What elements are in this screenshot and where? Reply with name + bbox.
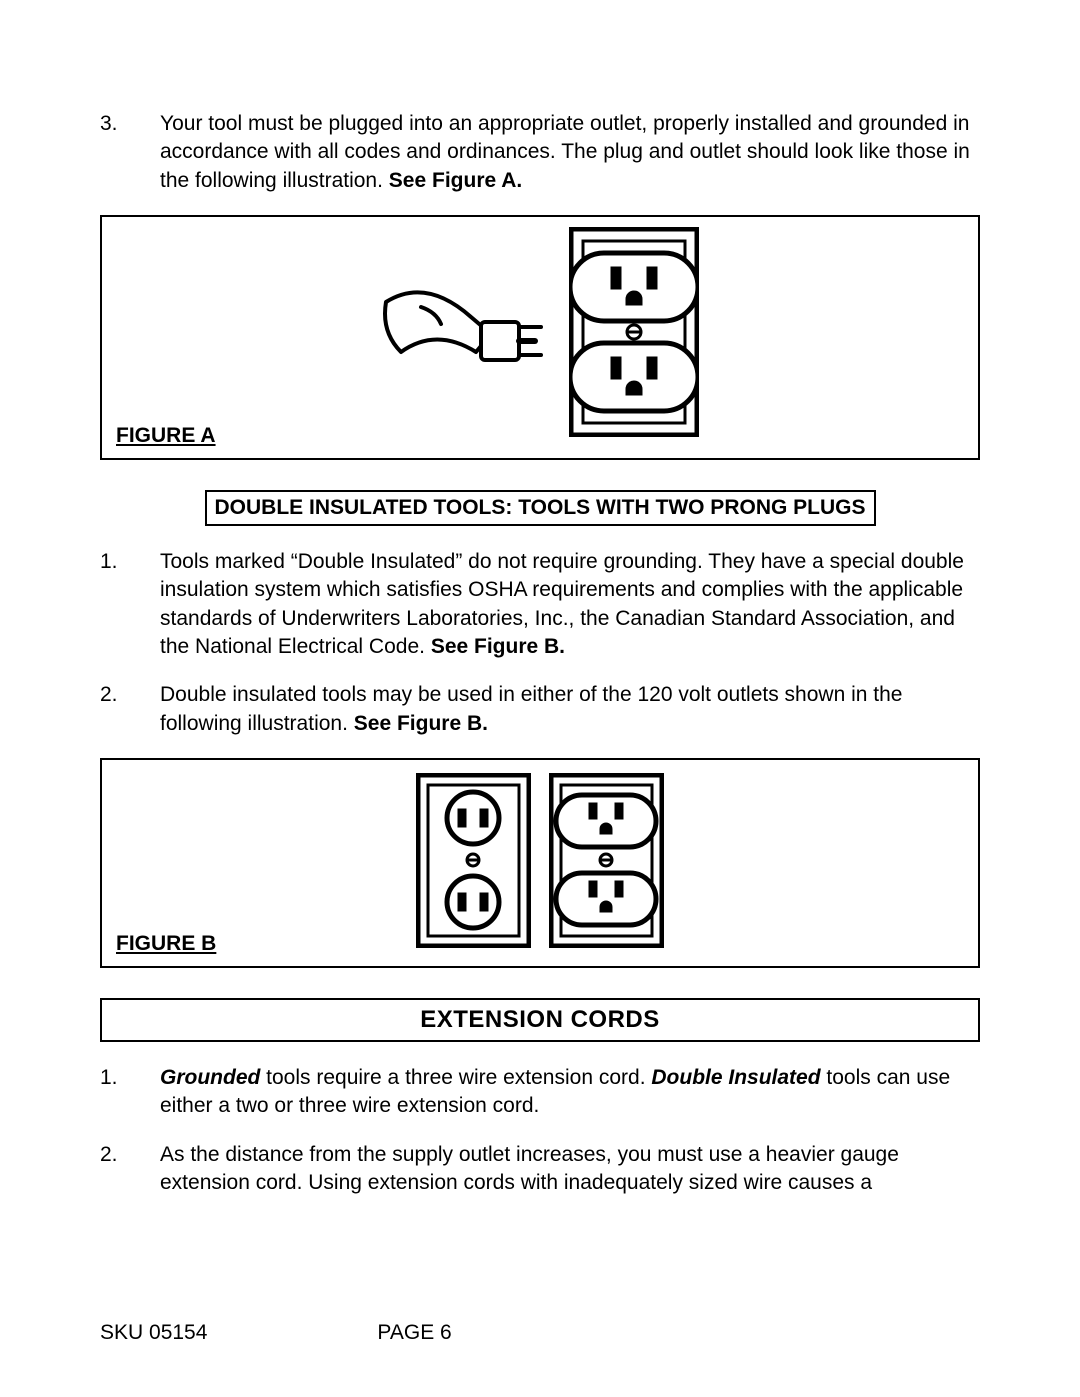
list-text: Double insulated tools may be used in ei…: [160, 683, 902, 734]
list-text: As the distance from the supply outlet i…: [160, 1143, 899, 1194]
see-figure-b: See Figure B.: [354, 712, 488, 735]
list-body: Tools marked “Double Insulated” do not r…: [160, 548, 980, 661]
figure-b-box: FIGURE B: [100, 758, 980, 968]
two-slot-outlet-icon: [416, 773, 531, 948]
ec-list-item-2: 2. As the distance from the supply outle…: [100, 1141, 980, 1198]
double-insulated-heading-row: DOUBLE INSULATED TOOLS: TOOLS WITH TWO P…: [100, 490, 980, 526]
three-prong-plug-icon: [381, 272, 551, 392]
page-footer: SKU 05154 PAGE 6: [100, 1321, 980, 1345]
double-insulated-heading: DOUBLE INSULATED TOOLS: TOOLS WITH TWO P…: [205, 490, 876, 526]
list-body: Your tool must be plugged into an approp…: [160, 110, 980, 195]
list-number: 1.: [100, 1064, 160, 1121]
ec1-mid: tools require a three wire extension cor…: [260, 1066, 651, 1089]
list-body: As the distance from the supply outlet i…: [160, 1141, 980, 1198]
page-number: PAGE 6: [377, 1321, 451, 1345]
list-body: Double insulated tools may be used in ei…: [160, 681, 980, 738]
list-text: Your tool must be plugged into an approp…: [160, 112, 970, 192]
figure-a-content: [116, 227, 964, 437]
extension-cords-heading: EXTENSION CORDS: [100, 998, 980, 1042]
ec-list-item-1: 1. Grounded tools require a three wire e…: [100, 1064, 980, 1121]
double-insulated-emph: Double Insulated: [651, 1066, 820, 1089]
list-number: 2.: [100, 1141, 160, 1198]
list-number: 1.: [100, 548, 160, 661]
see-figure-a: See Figure A.: [389, 169, 522, 192]
list-number: 2.: [100, 681, 160, 738]
figure-a-label: FIGURE A: [116, 424, 216, 448]
sku-label: SKU 05154: [100, 1321, 207, 1345]
three-prong-outlet-icon: [549, 773, 664, 948]
di-list-item-2: 2. Double insulated tools may be used in…: [100, 681, 980, 738]
figure-b-content: [116, 770, 964, 950]
see-figure-b: See Figure B.: [431, 635, 565, 658]
di-list-item-1: 1. Tools marked “Double Insulated” do no…: [100, 548, 980, 661]
list-item-3: 3. Your tool must be plugged into an app…: [100, 110, 980, 195]
grounded-emph: Grounded: [160, 1066, 260, 1089]
figure-b-label: FIGURE B: [116, 932, 216, 956]
manual-page: 3. Your tool must be plugged into an app…: [0, 0, 1080, 1397]
grounded-outlet-icon: [569, 227, 699, 437]
list-number: 3.: [100, 110, 160, 195]
list-body: Grounded tools require a three wire exte…: [160, 1064, 980, 1121]
figure-a-box: FIGURE A: [100, 215, 980, 460]
